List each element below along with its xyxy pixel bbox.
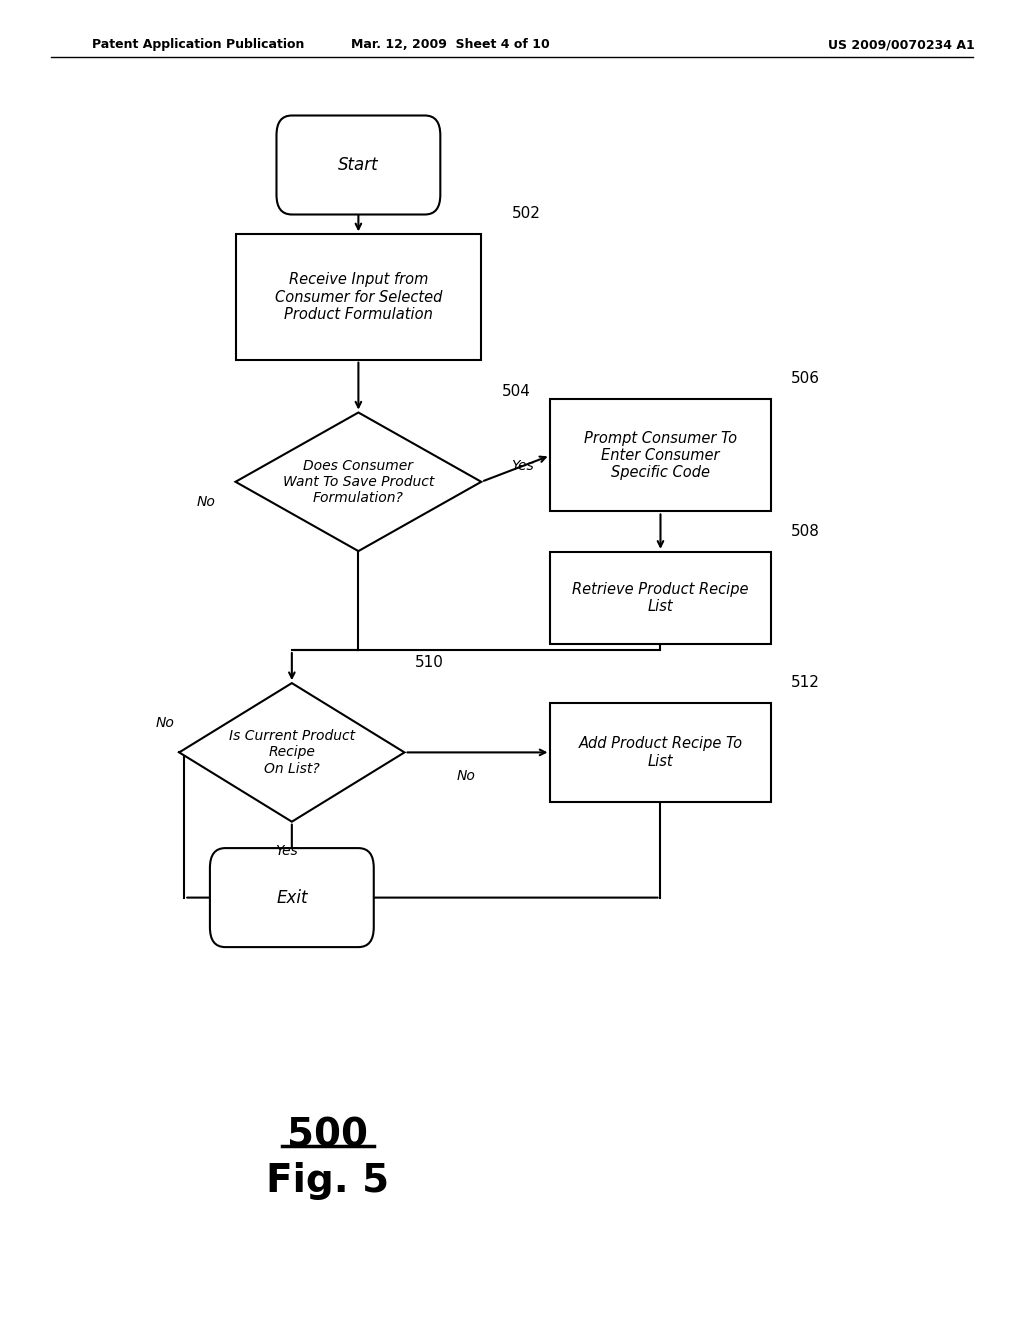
Text: No: No [197, 495, 215, 508]
Text: Patent Application Publication: Patent Application Publication [92, 38, 304, 51]
Text: Exit: Exit [276, 888, 307, 907]
FancyBboxPatch shape [276, 116, 440, 214]
Text: 508: 508 [792, 524, 820, 539]
Text: 510: 510 [415, 655, 443, 671]
Text: Add Product Recipe To
List: Add Product Recipe To List [579, 737, 742, 768]
Text: Yes: Yes [275, 843, 298, 858]
Text: Start: Start [338, 156, 379, 174]
Text: 506: 506 [792, 371, 820, 385]
Text: Mar. 12, 2009  Sheet 4 of 10: Mar. 12, 2009 Sheet 4 of 10 [351, 38, 550, 51]
Text: No: No [457, 770, 475, 783]
Text: 502: 502 [512, 206, 541, 220]
Text: Is Current Product
Recipe
On List?: Is Current Product Recipe On List? [228, 729, 355, 776]
FancyBboxPatch shape [236, 235, 481, 359]
Text: 512: 512 [792, 675, 820, 689]
FancyBboxPatch shape [551, 399, 770, 511]
Text: Yes: Yes [511, 459, 534, 473]
FancyBboxPatch shape [210, 849, 374, 948]
Polygon shape [179, 684, 404, 821]
Text: 504: 504 [502, 384, 530, 399]
FancyBboxPatch shape [551, 702, 770, 801]
Text: Fig. 5: Fig. 5 [266, 1163, 389, 1200]
Text: US 2009/0070234 A1: US 2009/0070234 A1 [827, 38, 975, 51]
Text: 500: 500 [287, 1117, 369, 1154]
Text: Does Consumer
Want To Save Product
Formulation?: Does Consumer Want To Save Product Formu… [283, 458, 434, 506]
Text: Prompt Consumer To
Enter Consumer
Specific Code: Prompt Consumer To Enter Consumer Specif… [584, 430, 737, 480]
Text: No: No [156, 717, 174, 730]
FancyBboxPatch shape [551, 552, 770, 644]
Text: Receive Input from
Consumer for Selected
Product Formulation: Receive Input from Consumer for Selected… [274, 272, 442, 322]
Polygon shape [236, 412, 481, 552]
Text: Retrieve Product Recipe
List: Retrieve Product Recipe List [572, 582, 749, 614]
